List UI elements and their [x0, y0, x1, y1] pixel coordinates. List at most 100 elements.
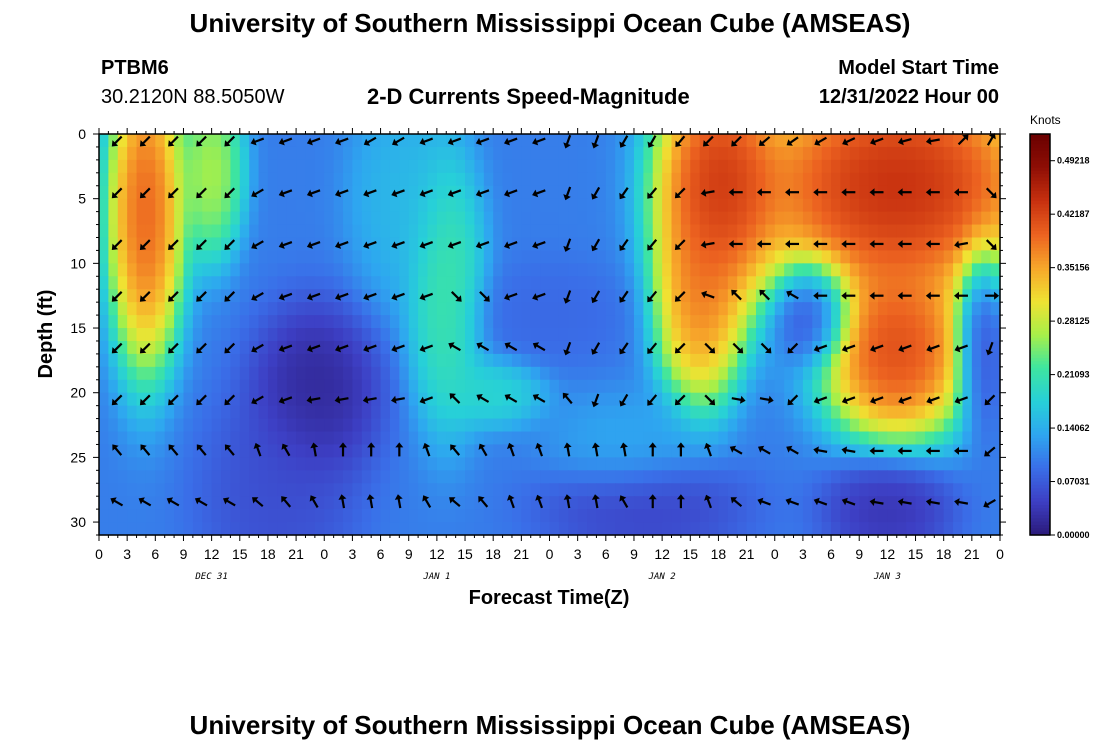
heatmap-cell [596, 134, 607, 148]
heatmap-cell [784, 509, 795, 523]
heatmap-cell [896, 146, 907, 161]
heatmap-cell [877, 198, 888, 213]
heatmap-cell [877, 211, 888, 226]
heatmap-cell [127, 444, 138, 458]
heatmap-cell [343, 483, 354, 497]
current-vector [339, 442, 347, 457]
heatmap-cell [211, 353, 222, 368]
heatmap-cell [230, 289, 241, 303]
heatmap-cell [314, 340, 325, 355]
heatmap-cell [296, 366, 307, 381]
heatmap-cell [230, 224, 241, 239]
heatmap-cell [577, 263, 588, 277]
heatmap-cell [511, 418, 522, 433]
heatmap-cell [868, 198, 879, 213]
heatmap-cell [267, 250, 278, 264]
heatmap-cell [155, 405, 166, 420]
x-tick-label: 12 [654, 546, 670, 562]
heatmap-cell [812, 250, 823, 264]
heatmap-cell [202, 483, 213, 497]
heatmap-cell [418, 366, 429, 381]
heatmap-cell [399, 418, 410, 433]
heatmap-cell [587, 509, 598, 523]
heatmap-cell [784, 457, 795, 471]
heatmap-cell [549, 172, 560, 187]
heatmap-cell [737, 457, 748, 471]
current-vector [476, 342, 490, 352]
heatmap-cell [737, 250, 748, 264]
heatmap-cell [267, 224, 278, 239]
heatmap-cell [408, 276, 419, 290]
current-vector [563, 290, 572, 304]
heatmap-cell [802, 159, 813, 174]
heatmap-cell [812, 276, 823, 290]
heatmap-cell [192, 522, 203, 536]
heatmap-cell [99, 198, 109, 213]
heatmap-cell [267, 263, 278, 277]
heatmap-cell [831, 159, 842, 174]
heatmap-cell [699, 431, 710, 446]
heatmap-cell [596, 211, 607, 226]
heatmap-cell [296, 353, 307, 368]
current-vector [196, 239, 207, 250]
heatmap-cell [746, 418, 757, 433]
heatmap-cell [953, 405, 964, 420]
heatmap-cell [474, 405, 485, 420]
heatmap-cell [399, 340, 410, 355]
heatmap-cell [511, 185, 522, 200]
heatmap-cell [446, 250, 457, 264]
heatmap-cell [812, 211, 823, 226]
current-vector [954, 396, 969, 405]
heatmap-cell [108, 418, 119, 433]
heatmap-cell [127, 172, 138, 187]
colorbar-tick-label: 0.14062 [1057, 423, 1090, 433]
heatmap-cell [887, 185, 898, 200]
heatmap-cell [117, 392, 128, 407]
heatmap-cell [671, 340, 682, 355]
heatmap-cell [277, 379, 288, 394]
heatmap-cell [465, 328, 476, 342]
heatmap-cell [802, 431, 813, 446]
heatmap-cell [361, 172, 372, 187]
colorbar-segment [1030, 274, 1050, 279]
heatmap-cell [145, 353, 156, 368]
heatmap-cell [652, 418, 663, 433]
heatmap-cell [849, 224, 860, 239]
heatmap-cell [793, 315, 804, 329]
heatmap-cell [577, 444, 588, 458]
x-tick-label: 18 [711, 546, 727, 562]
heatmap-cell [549, 276, 560, 290]
colorbar-segment [1030, 144, 1050, 148]
heatmap-cell [633, 328, 644, 342]
heatmap-cell [99, 134, 109, 148]
heatmap-cell [446, 353, 457, 368]
heatmap-cell [849, 250, 860, 264]
heatmap-cell [202, 302, 213, 316]
heatmap-cell [821, 522, 832, 536]
heatmap-cell [849, 263, 860, 277]
heatmap-cell [267, 496, 278, 510]
heatmap-cell [296, 392, 307, 407]
colorbar-segment [1030, 321, 1050, 326]
heatmap-cell [596, 509, 607, 523]
heatmap-cell [361, 366, 372, 381]
heatmap-cell [521, 483, 532, 497]
heatmap-cell [643, 392, 654, 407]
x-tick-label: 3 [574, 546, 582, 562]
heatmap-cell [784, 483, 795, 497]
heatmap-cell [934, 470, 945, 484]
heatmap-cell [277, 198, 288, 213]
heatmap-cell [727, 224, 738, 239]
heatmap-cell [812, 159, 823, 174]
current-vector [619, 238, 629, 251]
heatmap-cell [380, 522, 391, 536]
y-tick-label: 10 [70, 255, 86, 271]
colorbar-segment [1030, 458, 1050, 463]
heatmap-cell [324, 146, 335, 161]
heatmap-cell [690, 509, 701, 523]
heatmap-cell [746, 509, 757, 523]
heatmap-cell [981, 198, 992, 213]
heatmap-cell [699, 470, 710, 484]
heatmap-cell [127, 340, 138, 355]
heatmap-cell [493, 172, 504, 187]
